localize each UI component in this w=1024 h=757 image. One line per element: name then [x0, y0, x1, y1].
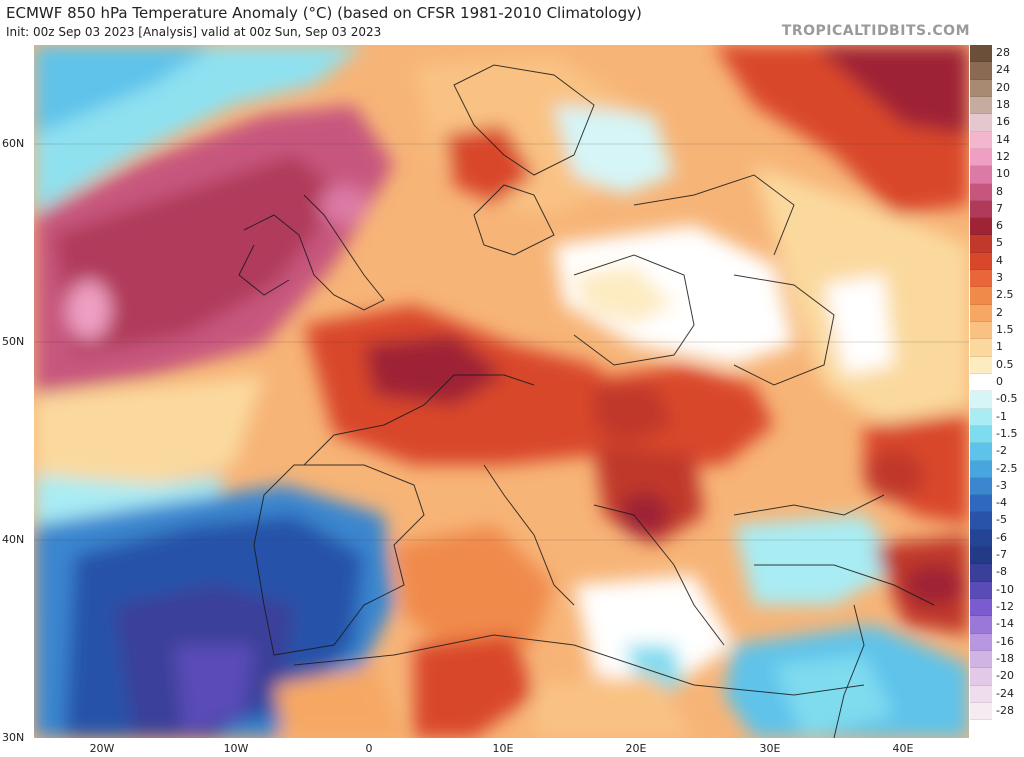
- lat-label-40n: 40N: [2, 533, 25, 546]
- colorbar-swatch: 5: [970, 235, 1003, 253]
- colorbar-legend: 28 24 20 18 16 14 12 10 8 7 6 5 4 3 2.5 2 1.5 1 0.5 0 -0.5 -1…: [970, 45, 1017, 738]
- coastlines: [238, 64, 935, 738]
- graticule: [34, 143, 969, 541]
- colorbar-swatch: -14: [970, 616, 1014, 634]
- colorbar-label: 10: [996, 167, 1010, 181]
- colorbar-swatch: 6: [970, 218, 1003, 236]
- colorbar-label: 14: [996, 132, 1010, 146]
- colorbar-label: 18: [996, 97, 1010, 111]
- colorbar-swatch: -10: [970, 581, 1014, 599]
- colorbar-swatch: -20: [970, 668, 1014, 686]
- colorbar-label: 12: [996, 149, 1010, 163]
- colorbar-label: -6: [996, 530, 1007, 544]
- colorbar-swatch: 3: [970, 270, 1003, 288]
- lon-label-20e: 20E: [625, 742, 647, 755]
- colorbar-label: 24: [996, 63, 1010, 77]
- colorbar-swatch: -12: [970, 599, 1014, 617]
- colorbar-swatch: 0: [970, 373, 1003, 392]
- colorbar-swatch: -28: [970, 702, 1014, 721]
- colorbar-swatch: -6: [970, 529, 1007, 548]
- lat-label-30n: 30N: [2, 731, 25, 744]
- colorbar-label: -14: [996, 617, 1014, 631]
- colorbar-label: -16: [996, 634, 1014, 648]
- colorbar-label: 4: [996, 253, 1003, 267]
- colorbar-label: 28: [996, 46, 1010, 59]
- anomaly-map: [34, 45, 969, 738]
- colorbar-label: 1.5: [996, 323, 1014, 336]
- lon-label-10w: 10W: [223, 742, 249, 755]
- map-canvas: [34, 45, 969, 738]
- chart-subtitle: Init: 00z Sep 03 2023 [Analysis] valid a…: [6, 25, 382, 39]
- colorbar-label: 8: [996, 184, 1003, 198]
- colorbar-label: -3: [996, 478, 1007, 492]
- lon-label-20w: 20W: [89, 742, 115, 755]
- colorbar-label: 1: [996, 340, 1003, 354]
- colorbar-swatch: -8: [970, 564, 1007, 582]
- colorbar-label: 16: [996, 115, 1010, 129]
- colorbar-swatch: -4: [970, 495, 1007, 513]
- colorbar-swatch: 16: [970, 114, 1010, 132]
- lon-label-10e: 10E: [492, 742, 514, 755]
- colorbar-label: 0.5: [996, 357, 1014, 371]
- lon-label-40e: 40E: [892, 742, 914, 755]
- colorbar-label: -12: [996, 600, 1014, 613]
- colorbar-swatch: 14: [970, 131, 1010, 149]
- colorbar-swatch: -0.5: [970, 391, 1017, 409]
- colorbar-label: 0: [996, 374, 1003, 388]
- colorbar-label: -8: [996, 565, 1007, 579]
- colorbar-label: 7: [996, 201, 1003, 215]
- colorbar-label: -2.5: [996, 461, 1018, 475]
- lat-label-60n: 60N: [2, 137, 25, 150]
- colorbar-swatch: -5: [970, 512, 1007, 530]
- colorbar-label: 2.5: [996, 288, 1014, 302]
- colorbar-swatch: -2: [970, 443, 1007, 461]
- colorbar-swatch: -1.5: [970, 425, 1017, 444]
- colorbar-label: -10: [996, 582, 1014, 596]
- colorbar-swatch: 2.5: [970, 287, 1014, 305]
- colorbar-label: -0.5: [996, 392, 1018, 406]
- colorbar-swatch: 12: [970, 148, 1010, 167]
- colorbar-swatch: -2.5: [970, 460, 1017, 478]
- lat-label-50n: 50N: [2, 335, 25, 348]
- colorbar-swatch: 10: [970, 166, 1010, 184]
- colorbar-label: -24: [996, 686, 1014, 700]
- colorbar-swatch: 2: [970, 304, 1003, 322]
- colorbar-swatch: -3: [970, 477, 1007, 496]
- colorbar-swatch: 18: [970, 96, 1010, 115]
- colorbar-swatch: 1.5: [970, 322, 1014, 340]
- colorbar-swatch: 8: [970, 183, 1003, 201]
- colorbar-label: -20: [996, 669, 1014, 683]
- colorbar-label: -5: [996, 513, 1007, 527]
- colorbar-swatch: 24: [970, 62, 1010, 80]
- brand-watermark[interactable]: TROPICALTIDBITS.COM: [781, 23, 970, 39]
- colorbar-swatch: -1: [970, 408, 1007, 426]
- colorbar-label: 20: [996, 80, 1010, 94]
- colorbar-label: 6: [996, 219, 1003, 233]
- colorbar-label: 5: [996, 236, 1003, 250]
- colorbar-swatch: 28: [970, 45, 1010, 63]
- colorbar-label: -7: [996, 548, 1007, 562]
- colorbar-label: -1.5: [996, 426, 1018, 440]
- lon-label-30e: 30E: [759, 742, 781, 755]
- colorbar-swatch: -24: [970, 685, 1014, 703]
- colorbar-swatch: -7: [970, 547, 1007, 565]
- colorbar-swatch: 1: [970, 339, 1003, 357]
- colorbar-swatch: -18: [970, 650, 1014, 669]
- colorbar-label: 3: [996, 271, 1003, 285]
- chart-title: ECMWF 850 hPa Temperature Anomaly (°C) (…: [6, 4, 642, 22]
- colorbar-swatch: 4: [970, 252, 1003, 271]
- colorbar-swatch: 7: [970, 200, 1003, 219]
- colorbar-label: -28: [996, 703, 1014, 717]
- anomaly-shading: [34, 45, 969, 738]
- lon-label-0: 0: [365, 742, 373, 755]
- colorbar-swatch: 20: [970, 79, 1010, 97]
- colorbar-label: 2: [996, 305, 1003, 319]
- colorbar-label: -18: [996, 651, 1014, 665]
- colorbar-label: -2: [996, 444, 1007, 458]
- colorbar-label: -1: [996, 409, 1007, 423]
- colorbar-swatch: 0.5: [970, 356, 1014, 374]
- colorbar-swatch: -16: [970, 633, 1014, 651]
- colorbar-label: -4: [996, 496, 1007, 510]
